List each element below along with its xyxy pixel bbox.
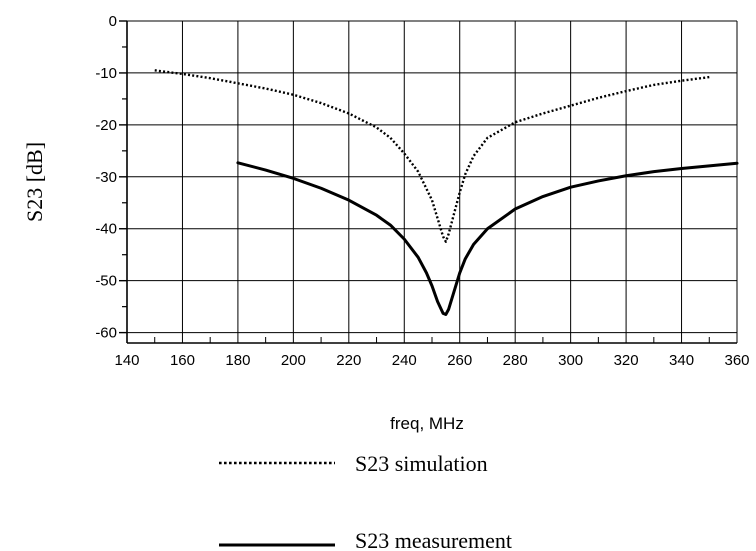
legend-simulation-label: S23 simulation [355, 451, 488, 476]
x-tick-label: 280 [503, 352, 528, 369]
series-layer [154, 69, 739, 316]
y-tick-label: -60 [95, 325, 117, 342]
y-tick-label: -10 [95, 65, 117, 82]
x-tick-label: 140 [114, 352, 139, 369]
x-tick-label: 320 [614, 352, 639, 369]
x-axis-title: freq, MHz [390, 414, 464, 433]
y-axis-title: S23 [dB] [22, 142, 47, 222]
x-tick-label: 300 [558, 352, 583, 369]
simulation-line [154, 69, 710, 243]
x-tick-label: 340 [669, 352, 694, 369]
x-tick-label: 260 [447, 352, 472, 369]
legend: S23 simulation S23 measurement [219, 451, 512, 551]
y-tick-label: -40 [95, 221, 117, 238]
y-tick-label: -20 [95, 117, 117, 134]
measurement-line [236, 161, 739, 316]
axes [119, 20, 737, 344]
x-tick-label: 200 [281, 352, 306, 369]
x-tick-label: 360 [724, 352, 749, 369]
x-tick-label: 160 [170, 352, 195, 369]
y-tick-label: -50 [95, 273, 117, 290]
y-tick-label: 0 [109, 13, 117, 30]
gridlines [126, 20, 738, 343]
x-tick-label: 220 [336, 352, 361, 369]
x-tick-label: 240 [392, 352, 417, 369]
tick-labels: 140 160 180 200 220 240 260 280 300 320 340 360 0 -10… [95, 13, 749, 369]
x-tick-label: 180 [225, 352, 250, 369]
legend-measurement-label: S23 measurement [355, 528, 512, 551]
y-tick-label: -30 [95, 169, 117, 186]
